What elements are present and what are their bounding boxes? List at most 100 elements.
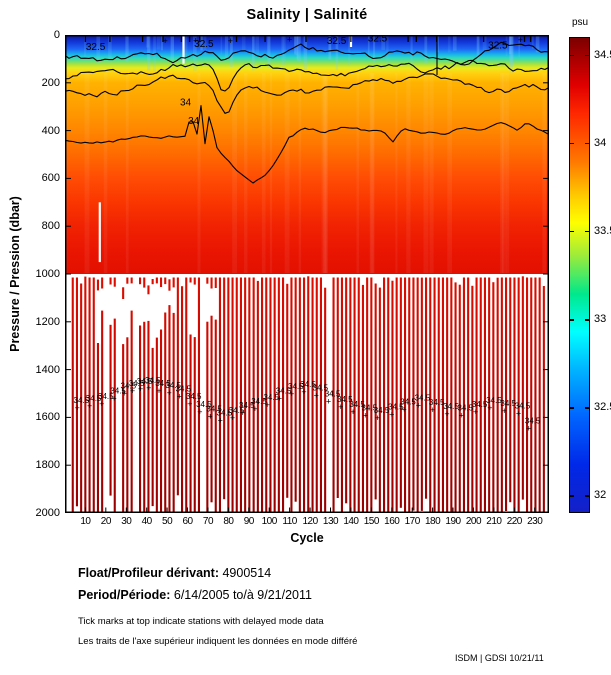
profile-stripe	[235, 277, 238, 512]
profile-plus-mark: +	[111, 394, 116, 404]
x-tick-label: 20	[100, 516, 112, 527]
colorbar-tick	[569, 230, 574, 233]
surface-streak	[156, 35, 161, 50]
profile-stripe	[420, 277, 423, 511]
field-streak	[447, 73, 452, 273]
surface-streak	[477, 35, 480, 56]
profile-plus-mark: +	[401, 405, 406, 415]
surface-streak	[348, 35, 351, 66]
profile-stripe	[155, 277, 158, 284]
surface-streak	[145, 35, 150, 48]
profile-plus-mark: +	[187, 399, 192, 409]
contour-label-34-5: 34.5	[276, 387, 292, 396]
profile-plus-mark: +	[230, 413, 235, 423]
field-streak	[542, 73, 547, 273]
profile-stripe	[218, 277, 221, 512]
profile-stripe	[130, 310, 133, 512]
profile-stripe	[164, 312, 167, 512]
profile-stripe	[197, 277, 200, 512]
profile-stripe	[475, 277, 478, 512]
credit-text: ISDM | GDSI 10/21/11	[455, 653, 544, 663]
profile-stripe	[185, 277, 188, 512]
profile-stripe	[206, 277, 209, 284]
field-streak	[298, 73, 302, 273]
profile-stripe	[143, 277, 146, 288]
profile-stripe	[92, 277, 95, 512]
delayed-mode-plus-mark: +	[518, 35, 523, 45]
profile-stripe	[399, 277, 402, 508]
surface-streak	[328, 35, 332, 60]
contour-label-34-5: 34.5	[388, 402, 404, 411]
profile-stripe	[290, 277, 293, 512]
surface-streak	[297, 35, 301, 62]
profile-stripe	[193, 337, 196, 512]
colorbar-tick	[585, 142, 590, 145]
contour-label-34-5: 34.5	[415, 394, 431, 403]
profile-plus-mark: +	[122, 389, 127, 399]
y-tick-label: 0	[53, 29, 60, 41]
profile-stripe	[143, 321, 146, 512]
field-streak	[406, 73, 411, 273]
heatmap-plot-area: 32.5 32.5 32.5 32.5 32.5 34 34 34.5 +34.5 +34.5 +3…	[64, 34, 550, 513]
surface-streak	[296, 35, 299, 60]
profile-stripe	[404, 277, 407, 512]
profile-stripe	[122, 287, 125, 299]
contour-label-34-5: 34.5	[429, 398, 445, 407]
field-streak	[84, 73, 90, 273]
profile-stripe	[160, 329, 163, 512]
surface-streak	[511, 35, 514, 66]
profile-plus-mark: +	[197, 407, 202, 417]
surface-streak	[303, 35, 308, 71]
profile-plus-mark: +	[338, 402, 343, 412]
profile-stripe	[429, 277, 432, 512]
profile-stripe	[412, 277, 415, 511]
surface-streak	[381, 35, 385, 50]
contour-label-34-5: 34.5	[98, 392, 114, 401]
profile-stripe	[311, 277, 314, 512]
surface-streak	[161, 35, 163, 51]
surface-streak	[200, 35, 203, 51]
contour-label-34-5: 34.5	[229, 406, 245, 415]
surface-streak	[283, 35, 286, 66]
contour-label-34-5: 34.5	[486, 396, 502, 405]
salinity-field	[65, 35, 549, 274]
colorbar-tick-label: 32	[594, 489, 607, 502]
x-tick-label: 90	[243, 516, 255, 527]
surface-streak	[410, 35, 413, 69]
profile-stripe	[509, 277, 512, 503]
contour-label-34-5: 34.5	[129, 379, 145, 388]
y-tick-label: 200	[41, 76, 60, 89]
field-streak	[125, 73, 129, 273]
profile-stripe	[277, 277, 280, 512]
colorbar-tick	[585, 54, 590, 57]
delayed-mode-plus-mark: +	[228, 36, 233, 46]
colorbar-tick	[569, 142, 574, 145]
surface-streak	[220, 35, 223, 55]
contour-label-34-5: 34.5	[86, 394, 102, 403]
profile-plus-mark: +	[326, 396, 331, 406]
float-id-label: Float/Profileur dérivant:	[78, 566, 219, 580]
contour-label-32-5: 32.5	[194, 39, 214, 50]
profile-stripe	[361, 284, 364, 512]
surface-streak	[531, 35, 534, 49]
profile-stripe	[286, 283, 289, 498]
profile-plus-mark: +	[252, 404, 257, 414]
y-tick-label: 600	[41, 172, 60, 185]
profile-stripe	[160, 277, 163, 287]
x-tick-label: 220	[506, 516, 523, 527]
profile-stripe	[462, 277, 465, 512]
contour-label-34-5: 34.5	[176, 385, 192, 394]
profile-stripe	[164, 277, 167, 285]
contour-label-34: 34	[188, 116, 200, 127]
surface-streak	[476, 35, 480, 61]
profile-stripe	[374, 283, 377, 500]
surface-contour-line	[64, 41, 550, 65]
profile-stripe	[530, 277, 533, 512]
field-streak	[369, 73, 374, 273]
contour-label-32-5: 32.5	[327, 36, 347, 47]
colorbar-tick-label: 33.5	[594, 224, 611, 237]
profile-stripe	[517, 277, 520, 512]
x-tick-label: 160	[384, 516, 400, 527]
field-streak	[321, 73, 326, 273]
profile-stripe	[505, 277, 508, 511]
